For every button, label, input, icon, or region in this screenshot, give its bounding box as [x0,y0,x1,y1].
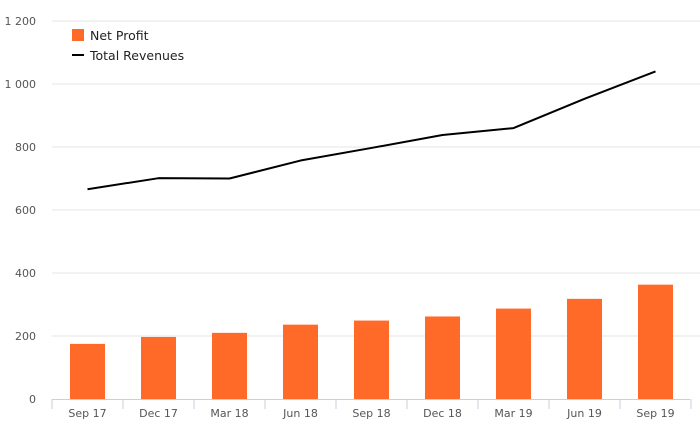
legend-label-total-revenues[interactable]: Total Revenues [89,48,184,63]
y-axis: 0 200 400 600 800 1 000 1 200 [5,15,37,406]
bar-jun-18[interactable] [283,324,318,399]
line-point-sep-19[interactable] [653,68,659,74]
bar-mar-19[interactable] [496,308,531,399]
line-point-dec-18[interactable] [440,132,446,138]
y-tick-label-400: 400 [15,267,36,280]
legend: Net Profit Total Revenues [72,28,184,63]
y-tick-label-1-200: 1 200 [5,15,37,28]
line-point-mar-18[interactable] [227,176,233,182]
x-tick-label-sep-19: Sep 19 [636,407,674,420]
x-tick-label-jun-19: Jun 19 [566,407,602,420]
line-point-jun-18[interactable] [298,158,304,164]
bar-mar-18[interactable] [212,332,247,399]
line-point-sep-18[interactable] [369,145,375,151]
legend-label-net-profit[interactable]: Net Profit [90,28,149,43]
x-axis: Sep 17 Dec 17 Mar 18 Jun 18 Sep 18 Dec 18 Mar … [51,399,692,420]
bar-sep-17[interactable] [70,343,105,399]
legend-swatch-net-profit [72,29,84,41]
line-point-jun-19[interactable] [582,96,588,102]
x-tick-label-sep-17: Sep 17 [68,407,106,420]
bar-series [70,284,673,399]
line-point-dec-17[interactable] [156,175,162,181]
line-point-sep-17[interactable] [85,186,91,192]
bar-jun-19[interactable] [567,298,602,399]
x-tick-label-mar-18: Mar 18 [210,407,248,420]
x-tick-label-dec-17: Dec 17 [139,407,178,420]
bar-dec-18[interactable] [425,316,460,399]
y-tick-label-600: 600 [15,204,36,217]
bar-sep-19[interactable] [638,284,673,399]
y-tick-label-1-000: 1 000 [5,78,37,91]
x-tick-label-jun-18: Jun 18 [282,407,318,420]
line-point-mar-19[interactable] [511,125,517,131]
x-tick-label-mar-19: Mar 19 [494,407,532,420]
y-tick-label-200: 200 [15,330,36,343]
line-total-revenues [87,70,656,191]
grid-lines [52,20,700,337]
x-tick-label-sep-18: Sep 18 [352,407,390,420]
bar-dec-17[interactable] [141,336,176,399]
bar-sep-18[interactable] [354,320,389,399]
y-tick-label-0: 0 [29,393,36,406]
line-series [85,68,659,192]
y-tick-label-800: 800 [15,141,36,154]
x-tick-label-dec-18: Dec 18 [423,407,462,420]
